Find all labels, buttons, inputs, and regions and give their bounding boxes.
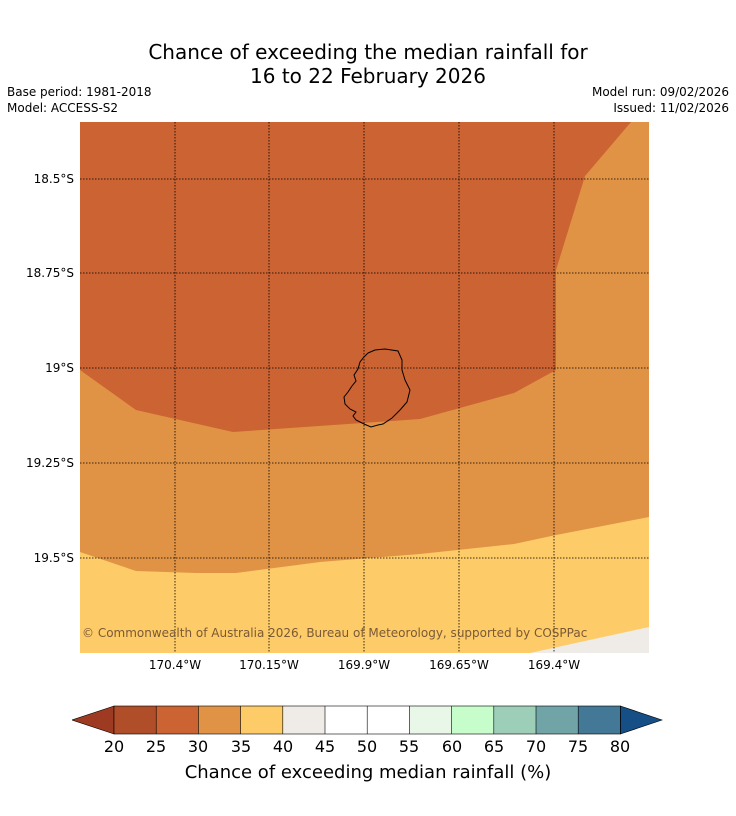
colorbar-label: Chance of exceeding median rainfall (%) [184, 762, 552, 783]
colorbar-tick-25: 25 [145, 737, 167, 756]
colorbar-tick-70: 70 [525, 737, 547, 756]
lon-label-169-4: 169.4°W [527, 658, 581, 672]
map-region-35-40 [80, 517, 649, 653]
colorbar-bin-20-25 [114, 706, 157, 734]
lat-label-19: 19°S [45, 361, 74, 375]
map-title-line-1: Chance of exceeding the median rainfall … [148, 40, 588, 64]
map-title-line-2: 16 to 22 February 2026 [250, 64, 486, 88]
model-name: Model: ACCESS-S2 [7, 101, 119, 115]
colorbar-bin-35-40 [240, 706, 283, 734]
colorbar-tick-45: 45 [314, 737, 336, 756]
map-region-40-45 [530, 627, 649, 653]
colorbar-tick-35: 35 [230, 737, 252, 756]
colorbar-bin-40-45 [282, 706, 325, 734]
colorbar-tick-80: 80 [609, 737, 631, 756]
colorbar-tick-30: 30 [187, 737, 209, 756]
model-run-date: Model run: 09/02/2026 [591, 85, 729, 99]
colorbar-tick-65: 65 [483, 737, 505, 756]
colorbar-bin-60-65 [451, 706, 494, 734]
lat-label-19-5: 19.5°S [33, 551, 74, 565]
map-canvas [80, 122, 649, 653]
map-region-30-35 [80, 122, 649, 653]
colorbar-bin-65-70 [493, 706, 536, 734]
colorbar-tick-55: 55 [398, 737, 420, 756]
lon-label-170-4: 170.4°W [148, 658, 202, 672]
colorbar-bin-55-60 [409, 706, 452, 734]
colorbar-bin-45-50 [325, 706, 368, 734]
colorbar-dividers [113, 705, 621, 735]
lon-label-169-65: 169.65°W [429, 658, 489, 672]
colorbar-bin-75-80 [578, 706, 621, 734]
colorbar-bin-50-55 [367, 706, 410, 734]
colorbar-tick-20: 20 [103, 737, 125, 756]
base-period: Base period: 1981-2018 [7, 85, 152, 99]
map-gridlines [80, 122, 649, 653]
colorbar-bin-25-30 [156, 706, 199, 734]
lon-label-169-9: 169.9°W [337, 658, 391, 672]
colorbar-tick-60: 60 [441, 737, 463, 756]
lon-label-170-15: 170.15°W [239, 658, 299, 672]
lat-label-18-5: 18.5°S [33, 172, 74, 186]
colorbar-under-arrow [72, 705, 115, 735]
lat-label-19-25: 19.25°S [26, 456, 74, 470]
colorbar-over-arrow [620, 705, 663, 735]
colorbar-tick-50: 50 [356, 737, 378, 756]
issued-date: Issued: 11/02/2026 [613, 101, 729, 115]
forecast-map [80, 122, 649, 653]
colorbar-bin-70-75 [536, 706, 579, 734]
colorbar-bin-30-35 [198, 706, 241, 734]
copyright-notice: © Commonwealth of Australia 2026, Bureau… [82, 626, 588, 640]
colorbar-tick-40: 40 [272, 737, 294, 756]
colorbar [72, 705, 663, 735]
colorbar-tick-75: 75 [567, 737, 589, 756]
lat-label-18-75: 18.75°S [26, 266, 74, 280]
niue-island-outline [343, 348, 411, 428]
